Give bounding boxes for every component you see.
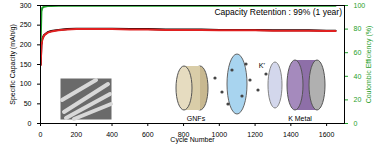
svg-text:GNFs: GNFs xyxy=(187,115,206,122)
svg-text:0: 0 xyxy=(28,120,32,127)
svg-text:300: 300 xyxy=(20,2,32,9)
svg-text:600: 600 xyxy=(142,131,154,138)
svg-text:40: 40 xyxy=(354,73,362,80)
svg-text:Coulombic Efficiency (%): Coulombic Efficiency (%) xyxy=(365,26,373,104)
svg-text:1000: 1000 xyxy=(211,131,228,139)
svg-text:1200: 1200 xyxy=(247,131,263,138)
svg-text:150: 150 xyxy=(20,61,32,68)
svg-text:20: 20 xyxy=(354,96,362,103)
svg-text:K Metal: K Metal xyxy=(288,115,312,122)
svg-text:80: 80 xyxy=(354,25,362,32)
svg-text:50: 50 xyxy=(24,100,32,107)
svg-text:Cycle Number: Cycle Number xyxy=(170,136,215,144)
svg-text:100: 100 xyxy=(20,80,32,87)
svg-text:200: 200 xyxy=(20,41,32,48)
svg-text:0: 0 xyxy=(354,120,358,127)
svg-text:400: 400 xyxy=(106,131,118,138)
svg-text:100: 100 xyxy=(354,2,366,9)
svg-text:0: 0 xyxy=(39,131,43,138)
svg-text:200: 200 xyxy=(70,131,82,138)
svg-text:Specific Capacity (mAh/g): Specific Capacity (mAh/g) xyxy=(9,24,17,105)
svg-text:K⁺: K⁺ xyxy=(259,62,267,69)
svg-text:60: 60 xyxy=(354,49,362,56)
svg-text:1400: 1400 xyxy=(283,131,299,138)
svg-text:250: 250 xyxy=(20,21,32,28)
svg-text:1600: 1600 xyxy=(319,131,335,138)
svg-text:Capacity Retention : 99% (1 ye: Capacity Retention : 99% (1 year) xyxy=(214,7,342,17)
